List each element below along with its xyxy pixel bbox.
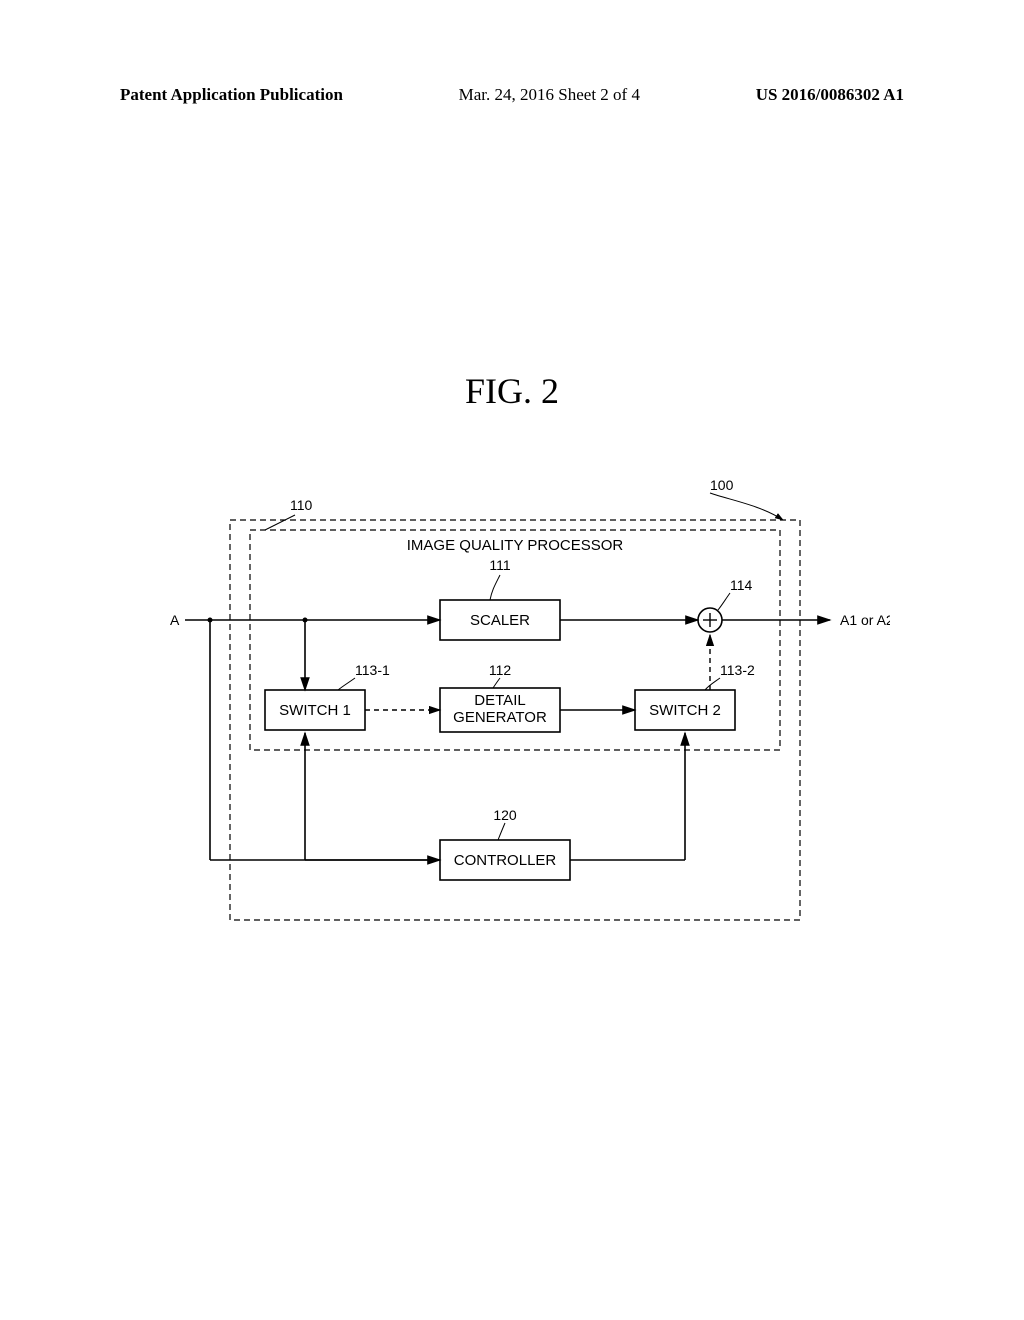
detail-label1: DETAIL [474, 692, 525, 709]
controller-label: CONTROLLER [454, 852, 557, 869]
header-mid: Mar. 24, 2016 Sheet 2 of 4 [459, 85, 640, 105]
processor-title: IMAGE QUALITY PROCESSOR [407, 537, 624, 554]
header-right: US 2016/0086302 A1 [756, 85, 904, 105]
switch2-label: SWITCH 2 [649, 702, 721, 719]
block-diagram: 100 IMAGE QUALITY PROCESSOR 110 A SCALER… [150, 460, 890, 940]
scaler-label: SCALER [470, 612, 530, 629]
switch1-ref: 113-1 [355, 662, 390, 678]
detail-label2: GENERATOR [453, 709, 547, 726]
adder-ref: 114 [730, 577, 753, 593]
output-label: A1 or A2 [840, 612, 890, 628]
input-label: A [170, 612, 180, 628]
page-header: Patent Application Publication Mar. 24, … [0, 85, 1024, 105]
header-left: Patent Application Publication [120, 85, 343, 105]
controller-ref: 120 [493, 807, 517, 823]
processor-ref: 110 [290, 497, 313, 513]
scaler-ref: 111 [489, 557, 510, 573]
figure-title: FIG. 2 [0, 370, 1024, 412]
switch1-label: SWITCH 1 [279, 702, 351, 719]
switch2-ref: 113-2 [720, 662, 755, 678]
outer-ref: 100 [710, 477, 734, 493]
detail-ref: 112 [489, 662, 512, 678]
